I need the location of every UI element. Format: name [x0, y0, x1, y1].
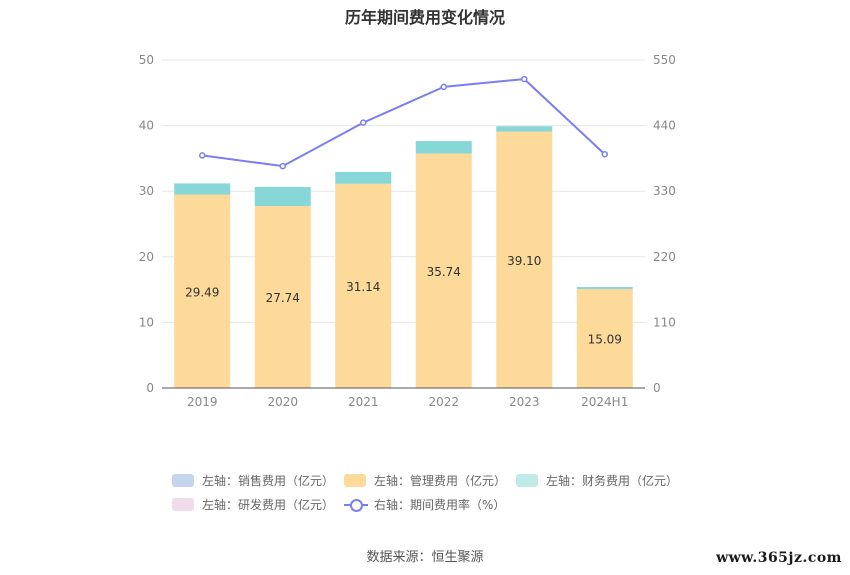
bar-data-label: 35.74	[427, 265, 461, 279]
legend-swatch-rd	[172, 498, 194, 511]
bar-data-label: 31.14	[346, 280, 380, 294]
chart-title: 历年期间费用变化情况	[344, 8, 505, 27]
legend-item-sales[interactable]: 左轴：销售费用（亿元）	[172, 472, 334, 489]
bar-segment	[254, 206, 311, 388]
bar-segment	[496, 126, 553, 132]
x-tick-label: 2022	[428, 395, 459, 409]
bar-segment	[174, 194, 231, 388]
y-right-tick-label: 220	[653, 250, 676, 264]
y-left-tick-label: 50	[139, 53, 154, 67]
data-source: 数据来源：恒生聚源	[366, 550, 484, 565]
y-right-tick-label: 110	[653, 315, 676, 329]
legend-label-sales: 左轴：销售费用（亿元）	[202, 474, 335, 488]
rate-point	[360, 119, 367, 126]
y-left-tick-label: 0	[146, 381, 154, 395]
rate-point	[440, 83, 447, 91]
y-left-tick-label: 20	[139, 250, 154, 264]
y-left-tick-label: 30	[139, 184, 154, 198]
legend-item-rd[interactable]: 左轴：研发费用（亿元）	[172, 496, 334, 513]
y-left-tick-label: 40	[139, 119, 154, 133]
bar-segment	[576, 287, 633, 290]
bar-data-label: 27.74	[266, 291, 300, 305]
x-tick-label: 2021	[348, 395, 379, 409]
x-tick-label: 2024H1	[581, 395, 628, 409]
bar-data-label: 29.49	[185, 285, 219, 299]
rate-point	[279, 162, 286, 170]
y-right-tick-label: 0	[653, 381, 661, 395]
x-tick-label: 2023	[509, 395, 540, 409]
bar-segment	[415, 153, 472, 388]
legend-swatch-admin	[344, 474, 366, 487]
bar-segment	[576, 289, 633, 388]
x-tick-label: 2020	[267, 395, 298, 409]
bar-segment	[174, 183, 231, 195]
legend-item-admin[interactable]: 左轴：管理费用（亿元）	[344, 472, 506, 489]
rate-line	[202, 78, 606, 168]
x-tick-label: 2019	[187, 395, 218, 409]
bar-segment	[335, 183, 392, 388]
legend-label-rate: 右轴：期间费用率（%）	[374, 498, 506, 512]
bar-segment	[415, 141, 472, 154]
legend-swatch-finance	[516, 474, 538, 487]
y-right-tick-label: 330	[653, 184, 676, 198]
rate-point	[521, 75, 528, 83]
y-right-tick-label: 440	[653, 119, 676, 133]
bar-data-label: 15.09	[588, 333, 622, 347]
legend-swatch-sales	[172, 474, 194, 487]
y-left-tick-label: 10	[139, 315, 154, 329]
legend-line-icon	[344, 498, 368, 512]
bar-segment	[335, 171, 392, 184]
bar-segment	[496, 131, 553, 388]
legend-label-rd: 左轴：研发费用（亿元）	[202, 498, 335, 512]
watermark: www.365jz.com	[716, 550, 842, 566]
y-right-tick-label: 550	[653, 53, 676, 67]
legend-label-admin: 左轴：管理费用（亿元）	[374, 474, 507, 488]
rate-point	[601, 150, 608, 158]
legend-item-finance[interactable]: 左轴：财务费用（亿元）	[516, 472, 678, 489]
legend-label-finance: 左轴：财务费用（亿元）	[546, 474, 679, 488]
bar-segment	[254, 187, 311, 207]
bar-data-label: 39.10	[507, 254, 541, 268]
rate-point	[199, 152, 206, 159]
legend-item-rate[interactable]: 右轴：期间费用率（%）	[344, 496, 505, 513]
